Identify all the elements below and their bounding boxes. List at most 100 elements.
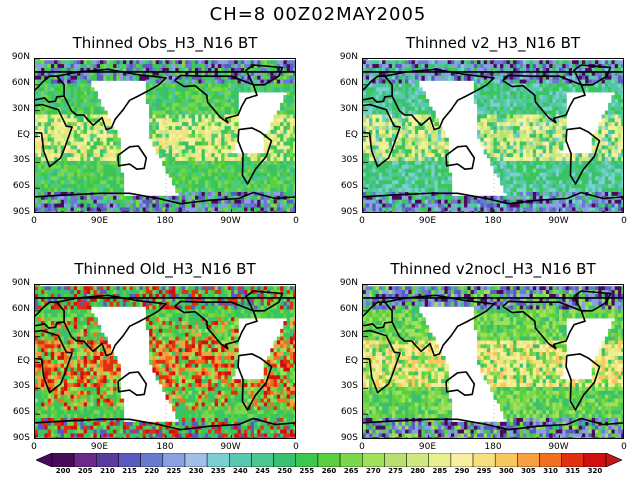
bt-cell: [181, 188, 187, 194]
bt-cell: [559, 157, 564, 163]
bt-cell: [391, 126, 397, 132]
bt-cell: [54, 137, 59, 143]
bt-cell: [611, 110, 616, 116]
bt-cell: [181, 95, 187, 101]
bt-cell: [385, 160, 390, 167]
bt-cell: [152, 106, 157, 112]
bt-cell: [231, 141, 236, 147]
bt-cell: [431, 172, 436, 178]
bt-cell: [614, 172, 620, 178]
bt-cell: [365, 176, 371, 182]
bt-cell: [601, 126, 607, 132]
bt-cell: [562, 102, 567, 108]
bt-cell: [162, 203, 167, 209]
bt-cell: [70, 172, 75, 178]
bt-cell: [483, 79, 489, 85]
bt-cell: [503, 98, 508, 105]
bt-cell: [431, 133, 436, 139]
bt-cell: [37, 207, 43, 212]
bt-cell: [500, 98, 505, 105]
bt-cell: [598, 129, 603, 136]
bt-cell: [604, 176, 610, 182]
bt-cell: [63, 203, 69, 209]
bt-cell: [185, 75, 190, 81]
bt-cell: [572, 87, 577, 93]
bt-cell: [158, 118, 164, 124]
bt-cell: [621, 64, 623, 70]
bt-cell: [244, 203, 249, 209]
bt-cell: [611, 129, 616, 136]
bt-cell: [608, 75, 613, 81]
bt-cell: [175, 71, 180, 77]
bt-cell: [96, 149, 102, 155]
bt-cell: [178, 176, 184, 182]
bt-cell: [178, 153, 184, 159]
bt-cell: [54, 180, 59, 186]
bt-cell: [221, 114, 226, 120]
bt-cell: [139, 203, 144, 209]
bt-cell: [80, 118, 85, 124]
bt-cell: [267, 211, 272, 212]
bt-cell: [267, 157, 272, 163]
bt-cell: [280, 114, 285, 120]
bt-cell: [221, 95, 226, 101]
bt-cell: [418, 188, 423, 194]
bt-cell: [434, 164, 440, 170]
bt-cell: [477, 98, 482, 105]
bt-cell: [100, 64, 105, 70]
bt-cell: [155, 64, 161, 70]
bt-cell: [188, 180, 193, 186]
bt-cell: [178, 195, 184, 201]
bt-cell: [375, 122, 381, 128]
bt-cell: [50, 180, 56, 186]
bt-cell: [509, 110, 515, 116]
bt-cell: [369, 199, 374, 205]
bt-cell: [44, 164, 49, 170]
bt-cell: [162, 64, 167, 70]
bt-cell: [90, 110, 95, 116]
bt-cell: [60, 145, 66, 151]
bt-cell: [513, 126, 518, 132]
bt-cell: [480, 114, 485, 120]
bt-cell: [181, 71, 187, 77]
bt-cell: [542, 145, 548, 151]
bt-cell: [214, 91, 220, 97]
bt-cell: [181, 199, 187, 205]
bt-cell: [185, 160, 190, 167]
bt-cell: [57, 172, 62, 178]
bt-cell: [201, 129, 206, 136]
bt-cell: [526, 95, 531, 101]
bt-cell: [614, 87, 620, 93]
bt-cell: [139, 195, 144, 201]
bt-cell: [424, 149, 430, 155]
bt-cell: [552, 75, 557, 81]
bt-cell: [185, 184, 190, 190]
bt-cell: [35, 191, 39, 198]
bt-cell: [168, 91, 174, 97]
bt-cell: [617, 129, 623, 136]
bt-cell: [388, 126, 394, 132]
bt-cell: [204, 160, 210, 167]
bt-cell: [224, 98, 229, 105]
bt-cell: [363, 83, 367, 89]
bt-cell: [421, 191, 426, 198]
bt-cell: [286, 164, 292, 170]
bt-cell: [194, 164, 200, 170]
bt-cell: [175, 172, 180, 178]
bt-cell: [378, 118, 384, 124]
bt-cell: [86, 60, 92, 66]
bt-cell: [178, 157, 184, 163]
bt-cell: [194, 137, 200, 143]
bt-cell: [401, 71, 407, 77]
bt-cell: [152, 110, 157, 116]
bt-cell: [37, 114, 43, 120]
bt-cell: [44, 211, 49, 212]
bt-cell: [73, 114, 79, 120]
bt-cell: [181, 203, 187, 209]
bt-cell: [162, 199, 167, 205]
bt-cell: [57, 133, 62, 139]
bt-cell: [421, 172, 426, 178]
bt-cell: [204, 153, 210, 159]
bt-cell: [562, 180, 567, 186]
bt-cell: [395, 164, 400, 170]
